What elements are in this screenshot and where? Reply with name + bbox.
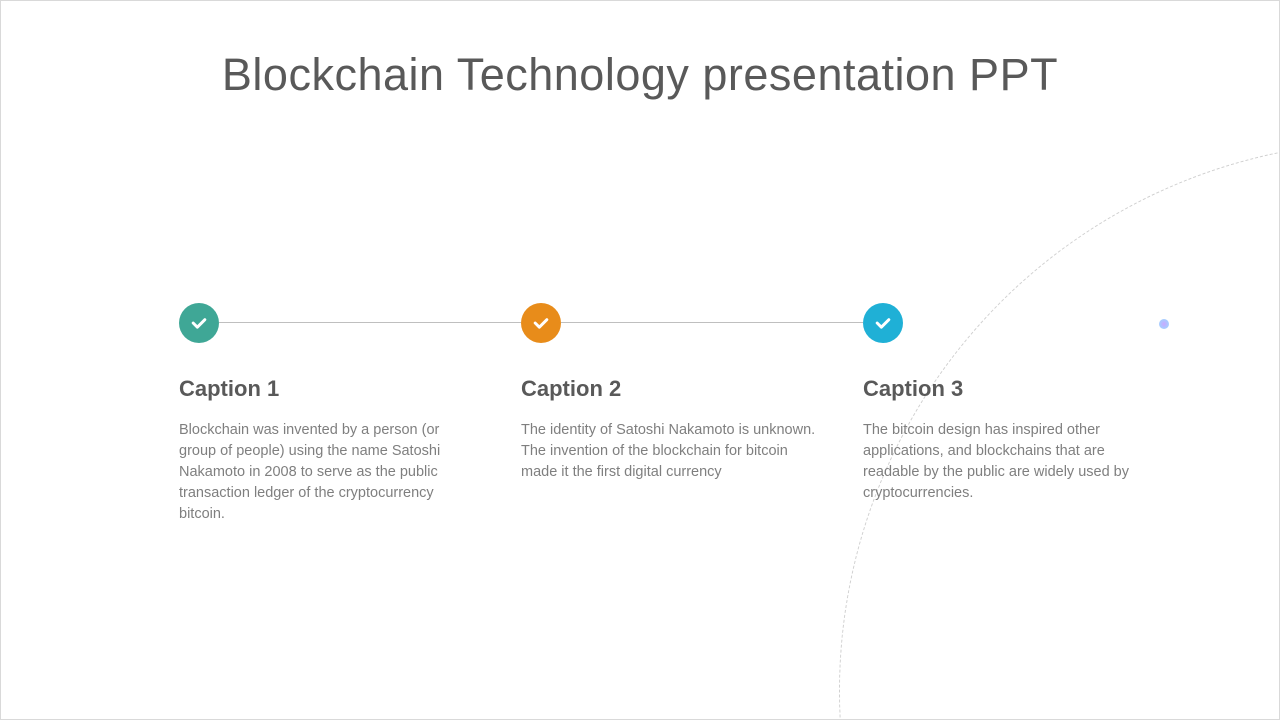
- info-item-2: Caption 2 The identity of Satoshi Nakamo…: [521, 376, 821, 483]
- slide: Blockchain Technology presentation PPT C…: [0, 0, 1280, 720]
- caption-3: Caption 3: [863, 376, 1163, 402]
- body-2: The identity of Satoshi Nakamoto is unkn…: [521, 420, 821, 483]
- check-icon: [521, 303, 561, 343]
- caption-2: Caption 2: [521, 376, 821, 402]
- check-icon: [863, 303, 903, 343]
- caption-1: Caption 1: [179, 376, 479, 402]
- body-1: Blockchain was invented by a person (or …: [179, 420, 479, 525]
- info-item-3: Caption 3 The bitcoin design has inspire…: [863, 376, 1163, 504]
- info-item-1: Caption 1 Blockchain was invented by a p…: [179, 376, 479, 525]
- check-icon: [179, 303, 219, 343]
- decorative-arc-dot: [1159, 319, 1169, 329]
- connector-line-2: [561, 322, 863, 323]
- connector-line-1: [219, 322, 521, 323]
- slide-title: Blockchain Technology presentation PPT: [1, 49, 1279, 101]
- body-3: The bitcoin design has inspired other ap…: [863, 420, 1163, 504]
